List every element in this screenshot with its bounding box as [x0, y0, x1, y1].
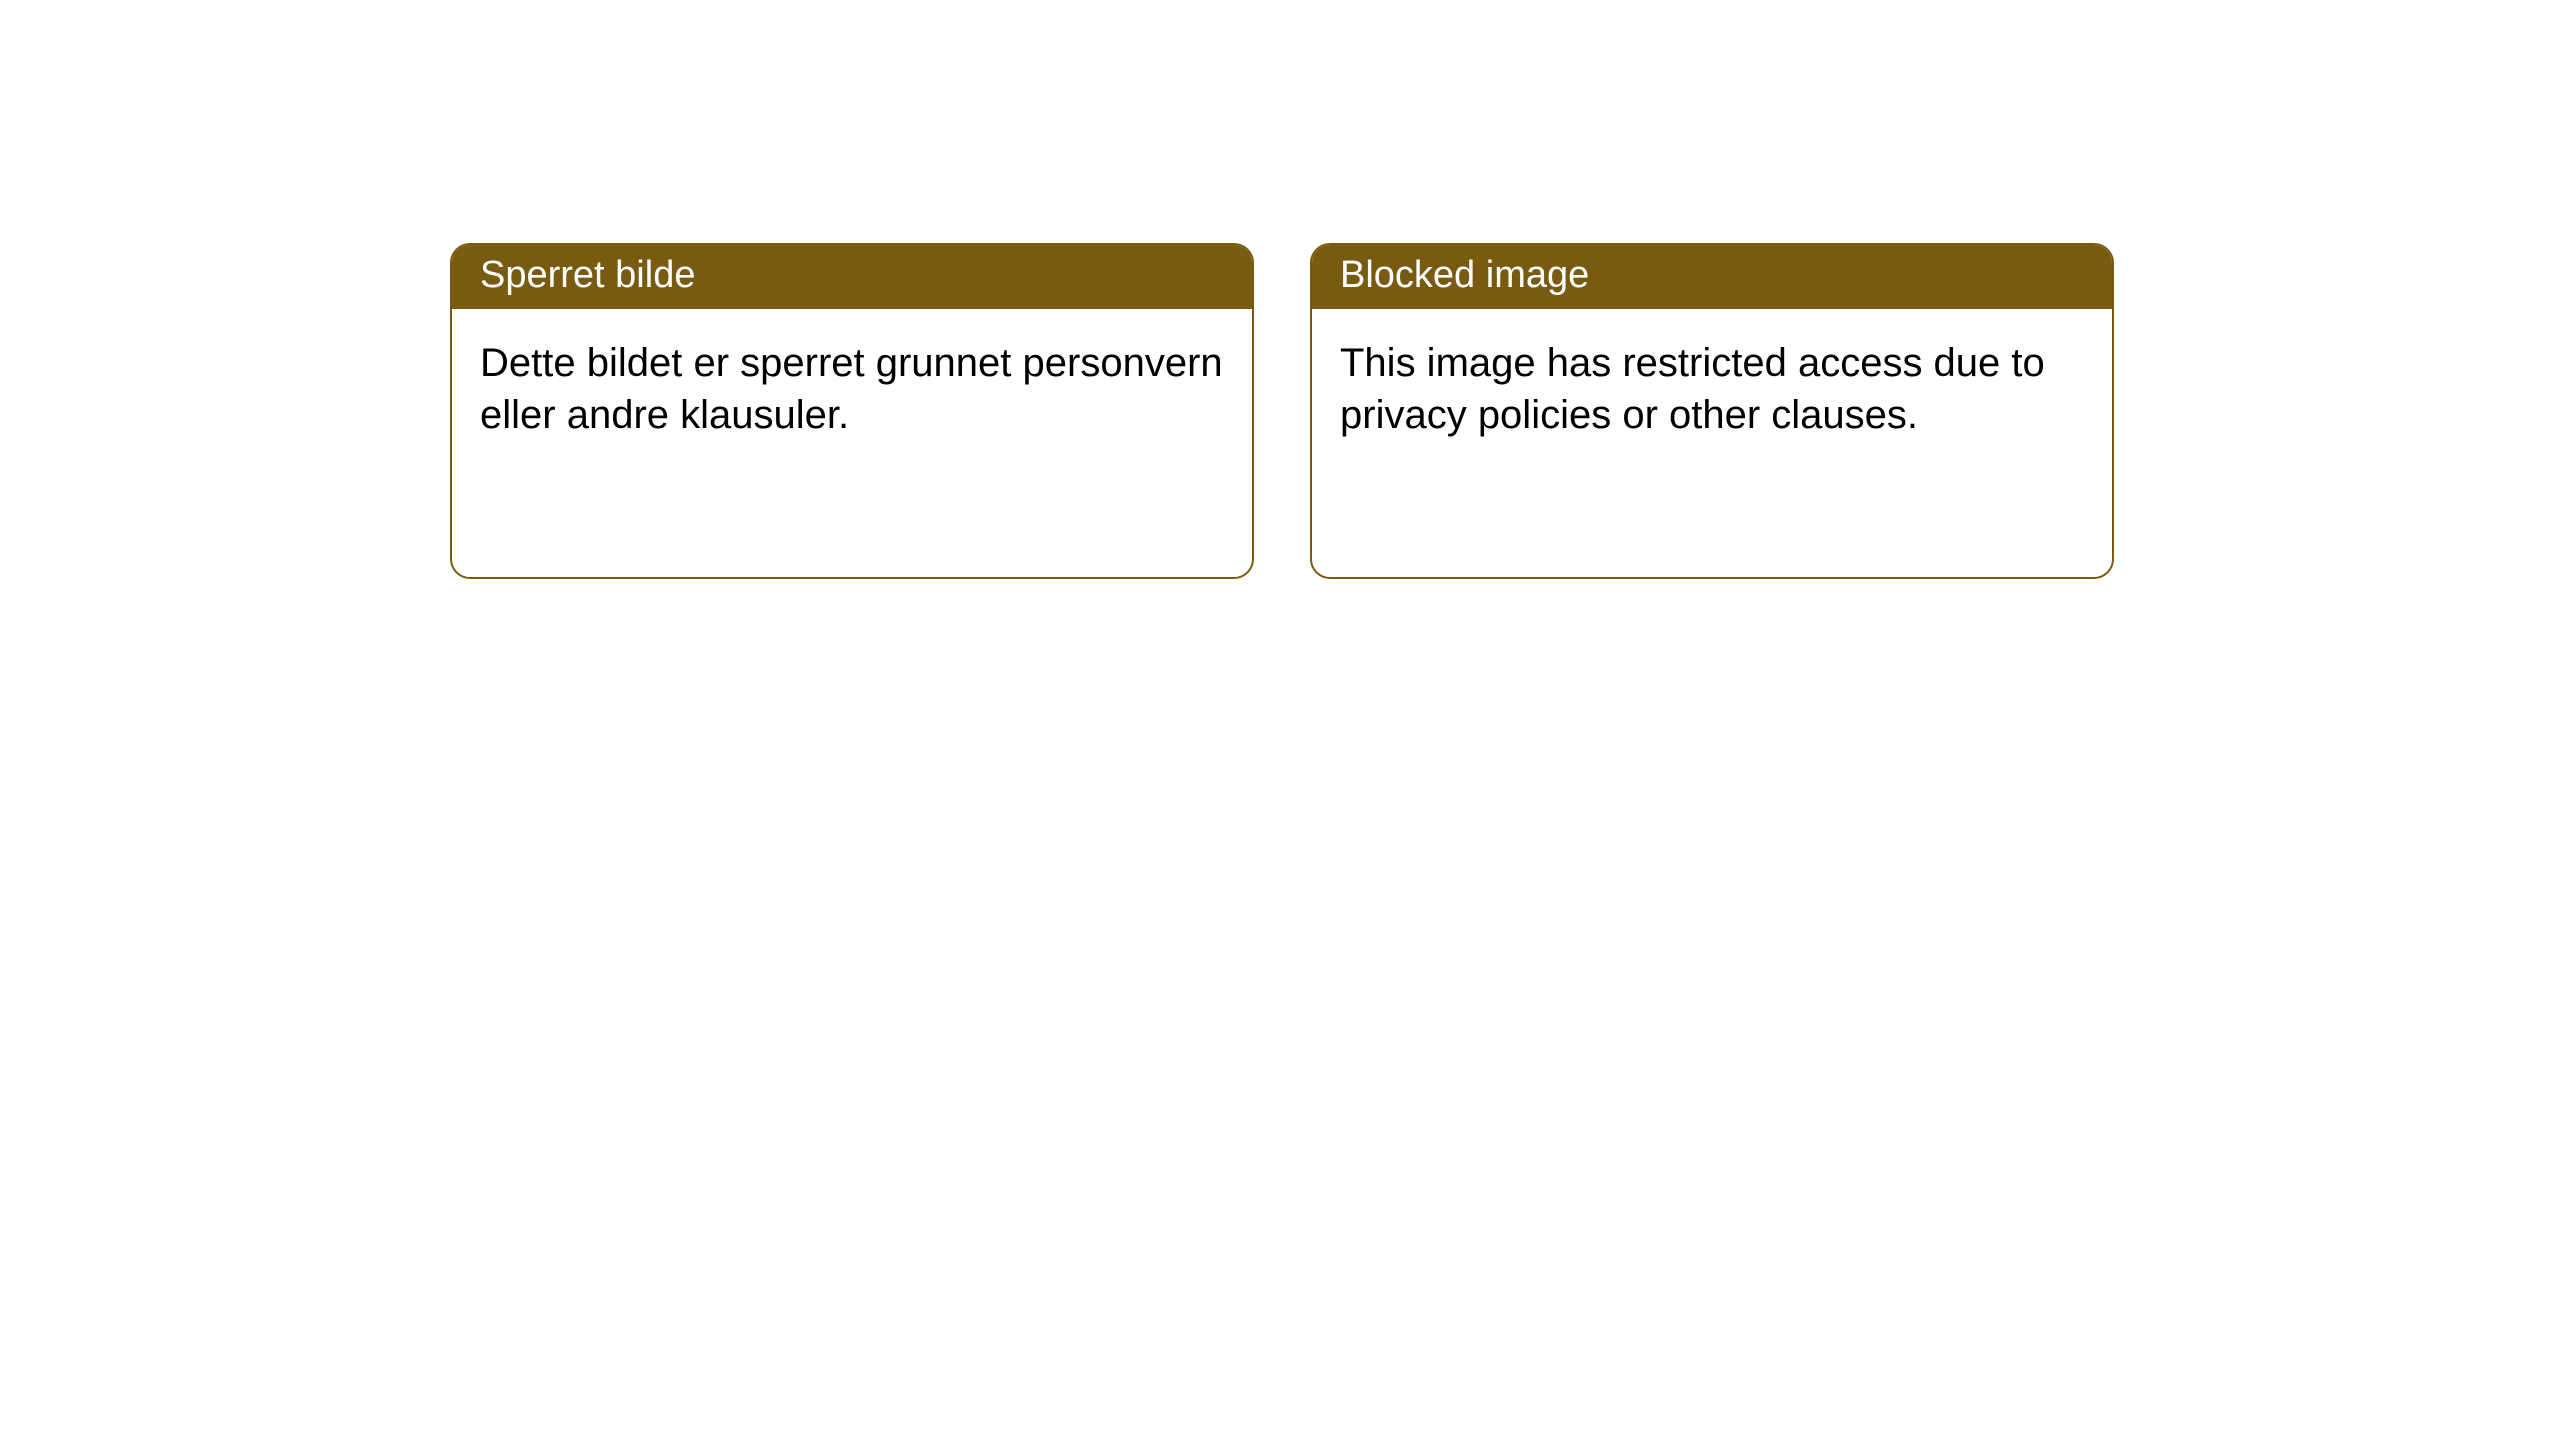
blocked-image-card-norwegian: Sperret bilde Dette bildet er sperret gr… — [450, 243, 1254, 579]
blocked-image-card-english: Blocked image This image has restricted … — [1310, 243, 2114, 579]
card-body-english: This image has restricted access due to … — [1312, 309, 2112, 461]
card-title-norwegian: Sperret bilde — [452, 245, 1252, 309]
card-title-english: Blocked image — [1312, 245, 2112, 309]
card-body-norwegian: Dette bildet er sperret grunnet personve… — [452, 309, 1252, 461]
notice-container: Sperret bilde Dette bildet er sperret gr… — [450, 243, 2114, 579]
